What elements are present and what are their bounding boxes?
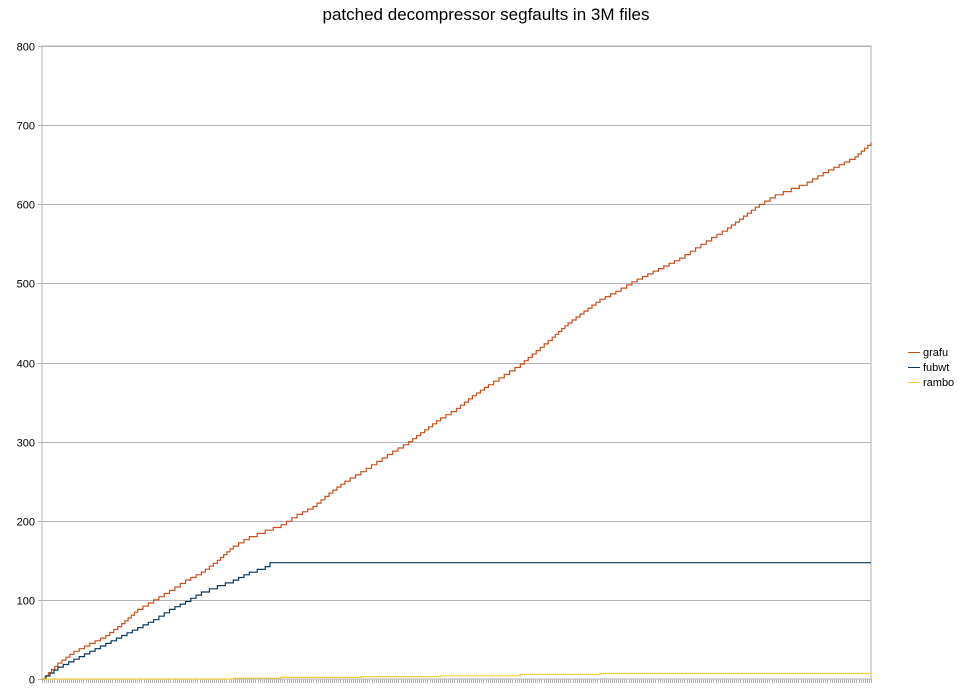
series-line-fubwt <box>42 562 871 680</box>
chart-legend: grafu fubwt rambo <box>908 345 954 390</box>
legend-label-fubwt: fubwt <box>923 361 950 374</box>
series-line-rambo <box>42 672 872 680</box>
y-tick-label: 0 <box>29 675 35 687</box>
y-tick-label: 700 <box>17 121 35 133</box>
legend-label-rambo: rambo <box>923 376 955 389</box>
legend-item-rambo: rambo <box>908 375 954 390</box>
y-tick-label: 800 <box>17 42 35 54</box>
y-tick-label: 400 <box>17 359 35 371</box>
series-line-grafu <box>42 142 872 680</box>
legend-swatch-rambo <box>908 382 920 383</box>
chart-title: patched decompressor segfaults in 3M fil… <box>322 5 650 24</box>
x-ticks <box>42 679 872 683</box>
legend-item-fubwt: fubwt <box>908 360 954 375</box>
legend-item-grafu: grafu <box>908 345 954 360</box>
y-tick-label: 300 <box>17 438 35 450</box>
legend-swatch-grafu <box>908 352 920 353</box>
legend-swatch-fubwt <box>908 367 920 368</box>
y-tick-label: 600 <box>17 200 35 212</box>
legend-label-grafu: grafu <box>923 346 949 359</box>
y-tick-label: 100 <box>17 596 35 608</box>
plot-frame <box>41 45 872 680</box>
y-tick-label: 500 <box>17 279 35 291</box>
y-tick-label: 200 <box>17 517 35 529</box>
